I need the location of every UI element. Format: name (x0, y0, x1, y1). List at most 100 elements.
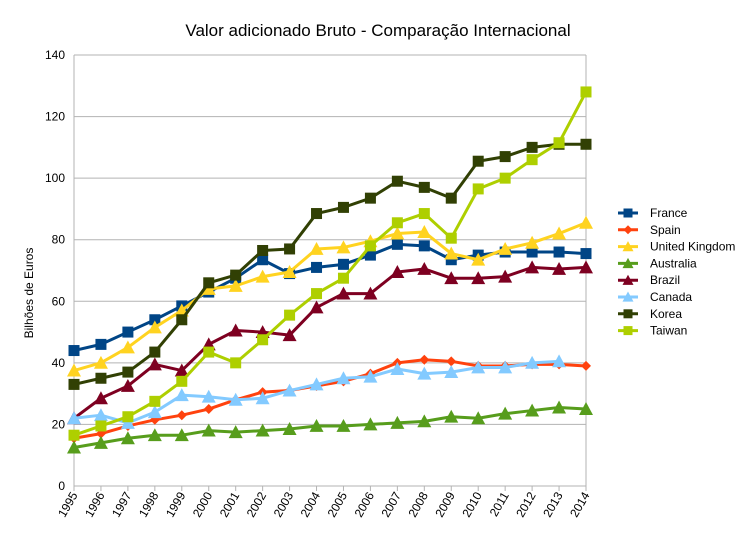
data-point (176, 375, 188, 387)
data-point (552, 354, 567, 368)
data-point (228, 425, 243, 439)
data-point (444, 409, 459, 423)
legend-label: France (650, 206, 688, 220)
data-point (257, 334, 269, 346)
data-point (446, 356, 457, 367)
data-point (120, 340, 135, 354)
data-point (553, 137, 565, 149)
x-tick-label: 2013 (540, 489, 566, 519)
data-point (230, 357, 242, 369)
x-tick-label: 1999 (163, 489, 189, 519)
x-tick-label: 2009 (432, 489, 458, 519)
data-point (579, 402, 593, 415)
legend-label: United Kingdom (650, 240, 735, 254)
data-point (67, 411, 81, 425)
data-point (471, 252, 486, 266)
series-line (73, 242, 587, 353)
data-point (122, 366, 134, 378)
data-point (95, 420, 107, 432)
data-point (228, 278, 243, 292)
x-tick-label: 2001 (217, 489, 243, 519)
data-point (68, 378, 80, 390)
data-point (337, 201, 349, 213)
legend-item: Brazil (618, 273, 680, 287)
data-point (336, 286, 351, 300)
legend-marker (623, 326, 633, 336)
data-point (93, 435, 108, 449)
data-point (472, 155, 484, 167)
data-point (257, 254, 269, 266)
data-point (68, 345, 80, 357)
data-point (120, 378, 135, 392)
data-point (122, 411, 134, 423)
data-point (364, 249, 376, 261)
data-point (444, 271, 459, 285)
data-point (93, 355, 108, 369)
data-point (472, 183, 484, 195)
data-point (147, 428, 162, 442)
data-point (499, 151, 511, 163)
data-point (311, 288, 323, 300)
x-tick-label: 2007 (378, 489, 404, 519)
x-tick-label: 2005 (325, 489, 351, 519)
data-point (230, 269, 242, 281)
data-point (499, 172, 511, 184)
x-tick-label: 1995 (55, 489, 81, 519)
x-tick-label: 2010 (459, 489, 485, 519)
data-point (282, 422, 297, 435)
x-tick-label: 2012 (513, 489, 539, 519)
legend-item: France (618, 206, 688, 220)
data-point (336, 371, 351, 385)
y-tick-label: 80 (52, 233, 66, 247)
data-point (444, 365, 459, 379)
data-point (471, 360, 486, 374)
data-point (147, 405, 162, 419)
legend-item: Australia (618, 256, 697, 270)
data-point (337, 272, 349, 284)
data-point (525, 260, 540, 274)
data-point (526, 141, 538, 153)
data-point (417, 366, 432, 380)
series-line (73, 406, 587, 449)
data-point (580, 86, 592, 98)
data-point (201, 389, 216, 403)
data-point (174, 428, 189, 442)
data-point (309, 300, 324, 314)
data-point (336, 240, 351, 254)
data-point (552, 400, 567, 414)
data-point (525, 355, 540, 369)
x-tick-label: 2014 (567, 489, 593, 519)
data-point (445, 254, 457, 266)
data-point (149, 314, 161, 326)
legend-label: Brazil (650, 273, 680, 287)
data-point (364, 240, 376, 252)
x-tick-label: 2006 (352, 489, 378, 519)
data-point (255, 423, 270, 437)
legend-marker (622, 257, 634, 269)
x-tick-label: 1996 (82, 489, 108, 519)
series-australia (67, 400, 593, 454)
legend-item: United Kingdom (618, 240, 735, 254)
data-point (363, 286, 378, 300)
legend-item: Taiwan (618, 324, 687, 338)
data-point (336, 418, 351, 432)
data-point (68, 429, 80, 441)
data-point (445, 192, 457, 204)
data-point (174, 388, 189, 402)
data-point (93, 408, 108, 422)
data-point (174, 363, 189, 377)
legend-label: Korea (650, 307, 682, 321)
chart-title: Valor adicionado Bruto - Comparação Inte… (185, 21, 570, 40)
data-point (391, 238, 403, 250)
data-point (391, 175, 403, 187)
data-point (201, 281, 216, 295)
data-point (580, 138, 592, 150)
legend-label: Australia (650, 256, 697, 270)
legend-item: Spain (618, 223, 681, 237)
data-point (203, 346, 215, 358)
data-point (120, 415, 135, 429)
legend-marker (623, 309, 633, 319)
data-point (93, 391, 108, 405)
data-point (417, 225, 432, 238)
data-point (149, 395, 161, 407)
